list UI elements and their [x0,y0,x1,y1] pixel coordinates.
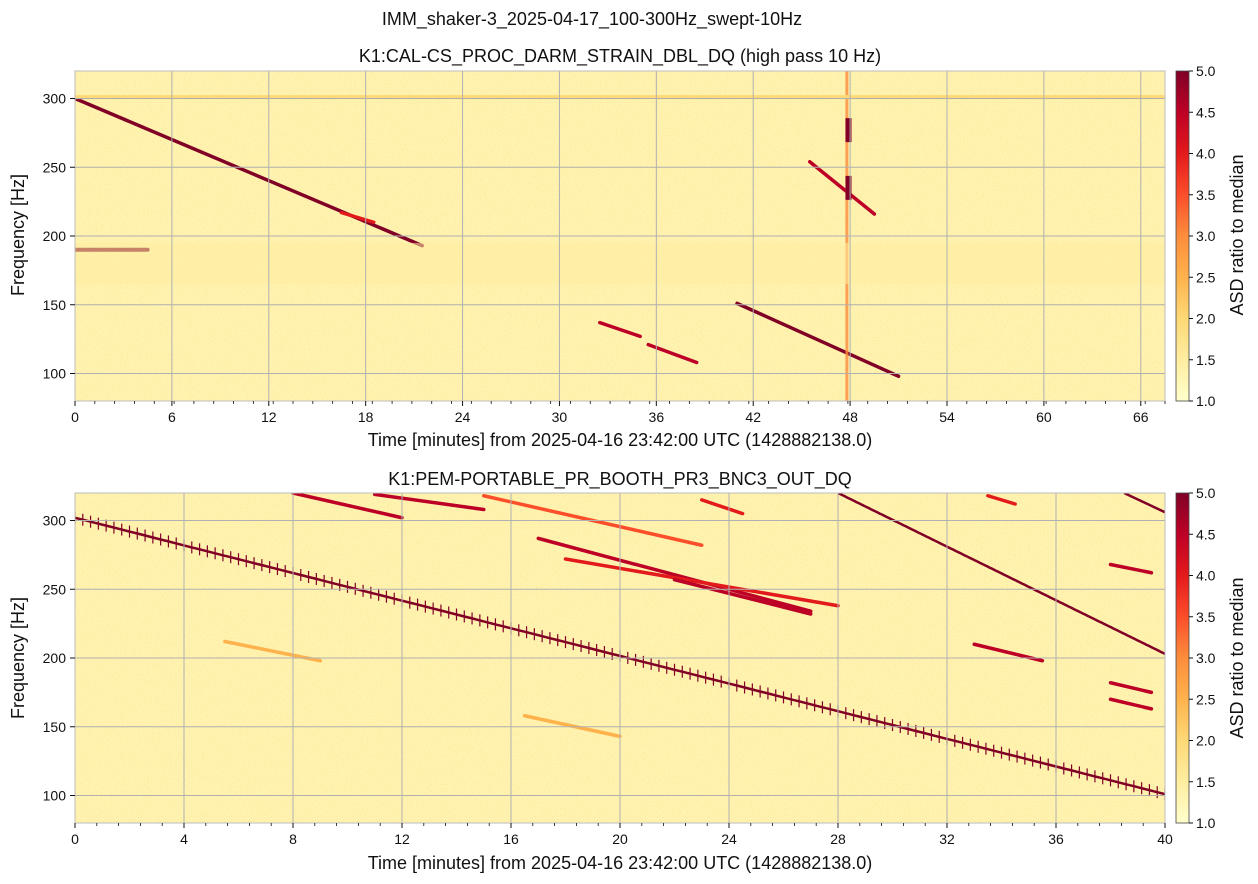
spectral-sweep [373,493,486,512]
colorbar-tick-label: 5.0 [1196,63,1216,79]
y-tick-label: 200 [43,228,67,244]
y-tick-label: 150 [43,297,67,313]
spectrogram-panel-pem-portable: K1:PEM-PORTABLE_PR_BOOTH_PR3_BNC3_OUT_DQ… [8,469,1247,873]
colorbar-label: ASD ratio to median [1227,577,1247,738]
colorbar-tick-label: 3.0 [1196,228,1216,244]
spectral-sweep [598,320,642,339]
spectrogram-panel-darm-strain: K1:CAL-CS_PROC_DARM_STRAIN_DBL_DQ (high … [8,46,1247,450]
sweep-line [1123,493,1165,514]
y-axis-label: Frequency [Hz] [8,174,28,296]
x-tick-label: 16 [503,831,519,847]
spectral-sweep [986,494,1017,506]
stepped-sweep [837,493,1165,656]
noise-band [75,242,1165,285]
colorbar-label: ASD ratio to median [1227,154,1247,315]
colorbar-tick-label: 1.5 [1196,352,1216,368]
x-tick-label: 0 [71,409,79,425]
x-tick-label: 54 [939,409,955,425]
colorbar-tick-label: 4.5 [1196,104,1216,120]
x-tick-label: 24 [455,409,471,425]
colorbar-tick-label: 2.5 [1196,269,1216,285]
x-tick-label: 24 [721,831,737,847]
x-axis-label: Time [minutes] from 2025-04-16 23:42:00 … [368,853,873,873]
x-tick-label: 66 [1133,409,1149,425]
grid [74,71,1165,401]
colorbar-tick-label: 4.0 [1196,568,1216,584]
spectral-sweep [1108,562,1154,575]
colorbar-tick-label: 2.5 [1196,691,1216,707]
x-tick-label: 32 [939,831,955,847]
colorbar-tick-label: 4.5 [1196,526,1216,542]
colorbar-tick-label: 2.0 [1196,733,1216,749]
sweep-line [837,493,1165,656]
y-tick-label: 250 [43,581,67,597]
colorbar-tick-label: 3.5 [1196,187,1216,203]
panel-title: K1:PEM-PORTABLE_PR_BOOTH_PR3_BNC3_OUT_DQ [388,469,851,490]
spectral-sweep [339,210,376,224]
x-tick-label: 18 [358,409,374,425]
y-axis-ticks: 100 150 200 250 300 [43,513,75,804]
grid [74,493,1166,823]
spectral-sweep [522,714,622,739]
figure-suptitle: IMM_shaker-3_2025-04-17_100-300Hz_swept-… [382,9,802,30]
x-tick-label: 42 [745,409,761,425]
colorbar-tick-label: 4.0 [1196,146,1216,162]
glitch-blob [845,118,852,143]
x-tick-label: 4 [180,831,188,847]
spectral-sweep [672,577,813,616]
x-tick-label: 12 [394,831,410,847]
colorbar-tick-label: 1.5 [1196,774,1216,790]
x-tick-label: 30 [552,409,568,425]
colorbar-gradient [1175,492,1190,824]
stepped-sweep [75,511,1165,801]
y-tick-label: 300 [43,91,67,107]
x-axis-label: Time [minutes] from 2025-04-16 23:42:00 … [368,430,873,450]
panel-title: K1:CAL-CS_PROC_DARM_STRAIN_DBL_DQ (high … [359,46,881,67]
x-tick-label: 20 [612,831,628,847]
x-tick-label: 28 [830,831,846,847]
y-tick-label: 100 [43,788,67,804]
colorbar-tick-label: 3.5 [1196,609,1216,625]
spectral-sweep [1108,681,1154,695]
y-axis-label: Frequency [Hz] [8,597,28,719]
x-tick-label: 6 [168,409,176,425]
spectral-sweep [563,557,840,608]
colorbar-tick-label: 5.0 [1196,485,1216,501]
y-tick-label: 150 [43,719,67,735]
x-tick-label: 0 [71,831,79,847]
colorbar-tick-label: 1.0 [1196,393,1216,409]
x-axis-ticks: 0 6 12 18 24 30 36 42 48 54 60 66 [71,401,1166,425]
x-tick-label: 60 [1036,409,1052,425]
y-tick-label: 100 [43,366,67,382]
y-tick-label: 200 [43,650,67,666]
spectrogram-plot-area [74,70,1166,402]
x-axis-ticks: 0 4 8 12 16 20 24 28 32 36 40 [71,823,1173,847]
glitch-blob [845,175,852,200]
colorbar: 1.0 1.5 2.0 2.5 3.0 3.5 4.0 4.5 5.0 [1175,485,1216,831]
spectral-sweep [807,160,877,216]
stepped-sweep [1123,493,1165,514]
spectral-sweep [1108,697,1154,711]
colorbar-tick-label: 2.0 [1196,311,1216,327]
colorbar-tick-label: 1.0 [1196,815,1216,831]
y-axis-ticks: 100 150 200 250 300 [43,91,75,382]
spectral-sweep [735,301,901,378]
spectrogram-plot-area [74,492,1166,824]
x-tick-label: 40 [1157,831,1173,847]
colorbar: 1.0 1.5 2.0 2.5 3.0 3.5 4.0 4.5 5.0 [1175,63,1216,409]
x-tick-label: 12 [261,409,277,425]
x-tick-label: 36 [1048,831,1064,847]
x-tick-label: 36 [649,409,665,425]
spectral-sweep [700,498,745,516]
colorbar-gradient [1175,70,1190,402]
x-tick-label: 48 [842,409,858,425]
spectral-sweep [291,493,404,520]
y-tick-label: 250 [43,159,67,175]
spectral-sweep [536,536,813,613]
colorbar-tick-label: 3.0 [1196,650,1216,666]
x-tick-label: 8 [289,831,297,847]
spectrogram-features [75,71,1165,401]
y-tick-label: 300 [43,513,67,529]
